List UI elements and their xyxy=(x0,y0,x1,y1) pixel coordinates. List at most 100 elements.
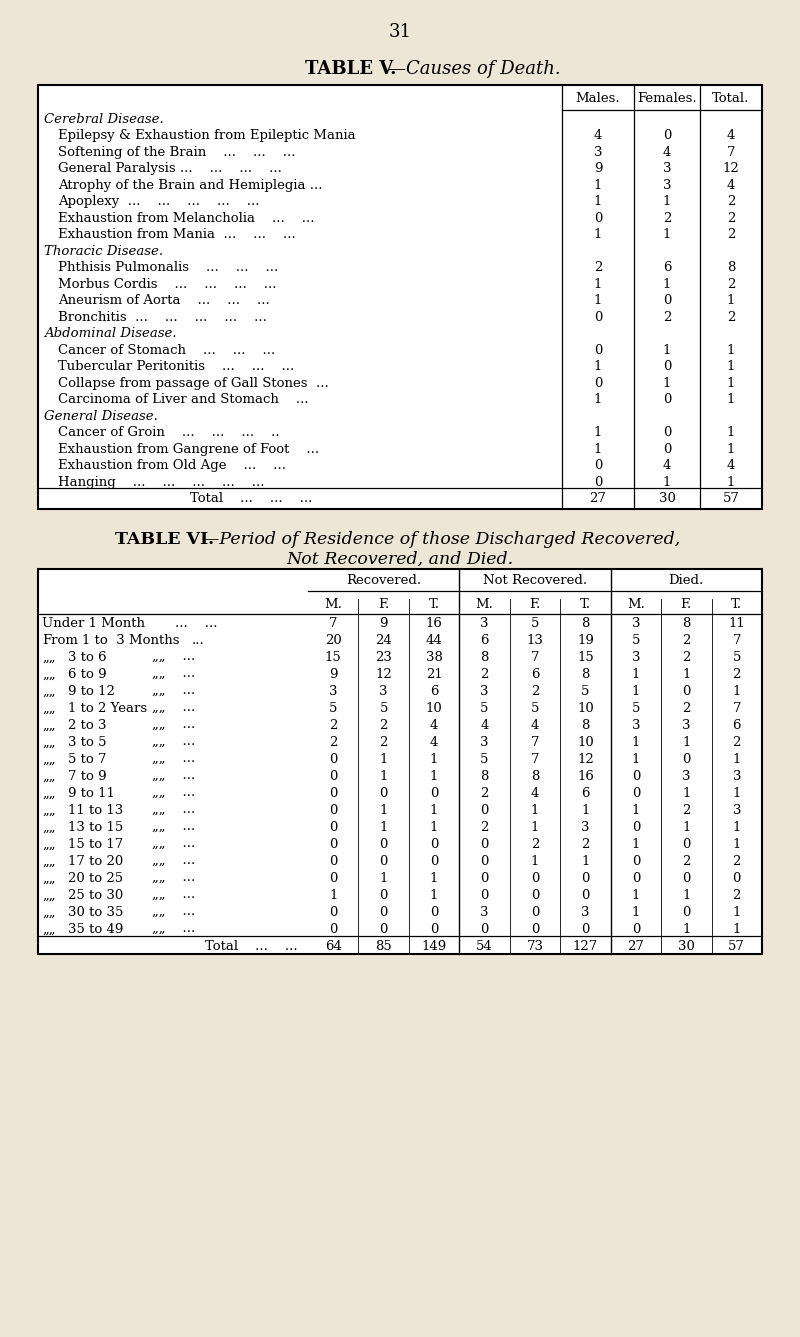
Text: „„: „„ xyxy=(42,838,55,850)
Text: Exhaustion from Melancholia    ...    ...: Exhaustion from Melancholia ... ... xyxy=(58,211,314,225)
Text: 2 to 3: 2 to 3 xyxy=(68,719,106,731)
Text: T.: T. xyxy=(580,598,591,611)
Text: 1: 1 xyxy=(531,821,539,834)
Text: 8: 8 xyxy=(480,651,489,664)
Text: 2: 2 xyxy=(727,229,735,241)
Text: Aneurism of Aorta    ...    ...    ...: Aneurism of Aorta ... ... ... xyxy=(58,294,270,308)
Text: 1: 1 xyxy=(727,344,735,357)
Text: 57: 57 xyxy=(722,492,739,505)
Text: 11: 11 xyxy=(729,616,745,630)
Text: 5: 5 xyxy=(329,702,338,715)
Text: 0: 0 xyxy=(682,753,690,766)
Text: ...    ...: ... ... xyxy=(175,616,218,630)
Text: 1: 1 xyxy=(727,377,735,389)
Text: 7: 7 xyxy=(530,651,539,664)
Text: 3: 3 xyxy=(682,719,690,731)
Text: 4: 4 xyxy=(430,735,438,749)
Text: „„    ...: „„ ... xyxy=(152,719,195,731)
Text: 0: 0 xyxy=(329,770,338,783)
Text: 3: 3 xyxy=(581,906,590,919)
Text: 4: 4 xyxy=(727,459,735,472)
Text: „„    ...: „„ ... xyxy=(152,753,195,766)
Text: 20: 20 xyxy=(325,634,342,647)
Text: 0: 0 xyxy=(632,821,640,834)
Text: Under 1 Month: Under 1 Month xyxy=(42,616,145,630)
Text: 16: 16 xyxy=(426,616,442,630)
Text: 1: 1 xyxy=(531,804,539,817)
Text: 0: 0 xyxy=(430,838,438,850)
Text: „„    ...: „„ ... xyxy=(152,804,195,817)
Text: 17 to 20: 17 to 20 xyxy=(68,854,123,868)
Text: 8: 8 xyxy=(531,770,539,783)
Text: 0: 0 xyxy=(682,906,690,919)
Text: „„    ...: „„ ... xyxy=(152,787,195,800)
Text: 6 to 9: 6 to 9 xyxy=(68,668,106,681)
Text: 1: 1 xyxy=(727,393,735,406)
Text: Softening of the Brain    ...    ...    ...: Softening of the Brain ... ... ... xyxy=(58,146,295,159)
Text: 7: 7 xyxy=(726,146,735,159)
Text: 4: 4 xyxy=(663,459,671,472)
Text: 0: 0 xyxy=(430,787,438,800)
Text: 1: 1 xyxy=(632,804,640,817)
Text: 0: 0 xyxy=(632,787,640,800)
Text: —Causes of Death.: —Causes of Death. xyxy=(388,60,561,78)
Text: 1: 1 xyxy=(594,393,602,406)
Text: „„: „„ xyxy=(42,889,55,902)
Text: 0: 0 xyxy=(480,889,489,902)
Text: 2: 2 xyxy=(727,310,735,324)
Text: 25 to 30: 25 to 30 xyxy=(68,889,123,902)
Text: 6: 6 xyxy=(733,719,741,731)
Text: 6: 6 xyxy=(480,634,489,647)
Text: 0: 0 xyxy=(682,838,690,850)
Text: 5: 5 xyxy=(582,685,590,698)
Text: 7: 7 xyxy=(530,735,539,749)
Text: 4: 4 xyxy=(663,146,671,159)
Text: TABLE V.: TABLE V. xyxy=(305,60,397,78)
Text: 0: 0 xyxy=(480,804,489,817)
Text: 1: 1 xyxy=(727,294,735,308)
Text: M.: M. xyxy=(324,598,342,611)
Text: 9 to 11: 9 to 11 xyxy=(68,787,115,800)
Text: 1: 1 xyxy=(594,195,602,209)
Text: 10: 10 xyxy=(577,735,594,749)
Text: „„: „„ xyxy=(42,872,55,885)
Text: 1: 1 xyxy=(379,770,388,783)
Text: 6: 6 xyxy=(581,787,590,800)
Text: 7: 7 xyxy=(530,753,539,766)
Text: 2: 2 xyxy=(480,821,489,834)
Text: 1: 1 xyxy=(594,427,602,439)
Text: 2: 2 xyxy=(682,634,690,647)
Text: 1: 1 xyxy=(430,821,438,834)
Text: 2: 2 xyxy=(727,211,735,225)
Text: 5: 5 xyxy=(379,702,388,715)
Text: 7: 7 xyxy=(733,634,741,647)
Text: 0: 0 xyxy=(531,889,539,902)
Text: 2: 2 xyxy=(733,735,741,749)
Text: M.: M. xyxy=(627,598,645,611)
Text: „„    ...: „„ ... xyxy=(152,906,195,919)
Text: 0: 0 xyxy=(379,854,388,868)
Text: 0: 0 xyxy=(594,310,602,324)
Text: 1: 1 xyxy=(663,476,671,488)
Text: 30: 30 xyxy=(678,940,694,953)
Text: 3: 3 xyxy=(632,651,640,664)
Text: 10: 10 xyxy=(426,702,442,715)
Text: 1: 1 xyxy=(379,872,388,885)
Text: Not Recovered, and Died.: Not Recovered, and Died. xyxy=(286,551,514,567)
Text: 0: 0 xyxy=(594,459,602,472)
Text: 0: 0 xyxy=(682,685,690,698)
Text: Atrophy of the Brain and Hemiplegia ...: Atrophy of the Brain and Hemiplegia ... xyxy=(58,179,322,191)
Text: 12: 12 xyxy=(375,668,392,681)
Text: 23: 23 xyxy=(375,651,392,664)
Text: 1: 1 xyxy=(733,923,741,936)
Text: 0: 0 xyxy=(632,770,640,783)
Text: 0: 0 xyxy=(663,294,671,308)
Text: 5: 5 xyxy=(531,616,539,630)
Text: 1: 1 xyxy=(682,889,690,902)
Text: 0: 0 xyxy=(379,889,388,902)
Text: 0: 0 xyxy=(379,906,388,919)
Text: 20 to 25: 20 to 25 xyxy=(68,872,123,885)
Text: 5: 5 xyxy=(632,634,640,647)
Text: Bronchitis  ...    ...    ...    ...    ...: Bronchitis ... ... ... ... ... xyxy=(58,310,267,324)
Text: 3 to 5: 3 to 5 xyxy=(68,735,106,749)
